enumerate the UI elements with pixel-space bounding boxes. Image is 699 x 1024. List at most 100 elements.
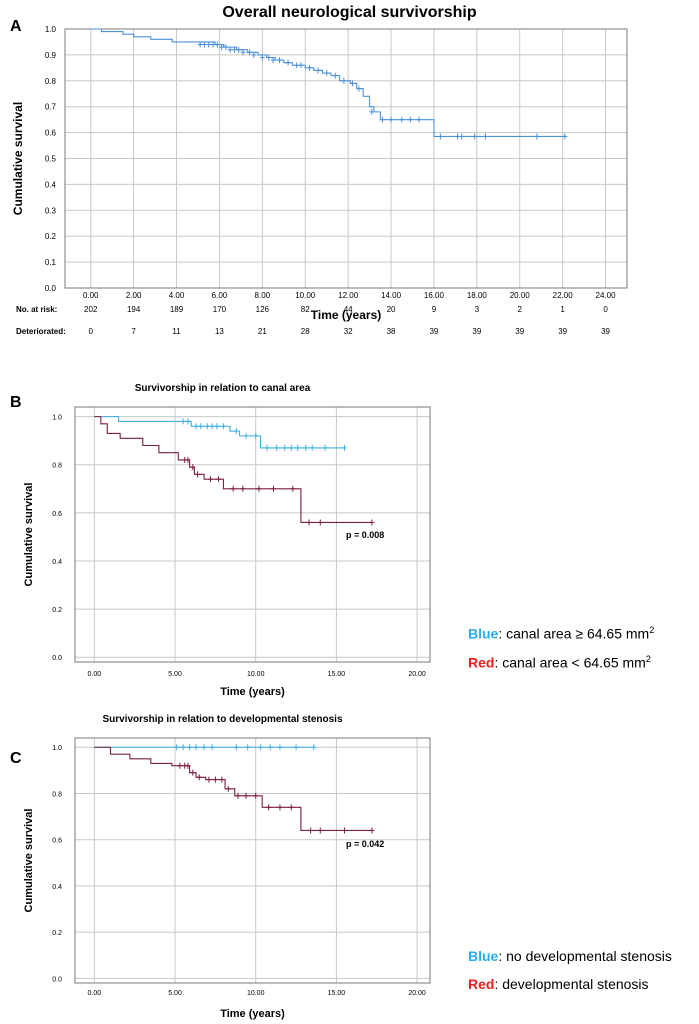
chart-c-ytick-label: 0.2 xyxy=(52,930,62,937)
chart-a-ytick-label: 0.6 xyxy=(45,129,57,138)
chart-c-series-0-censor-mark xyxy=(174,744,180,751)
chart-a-series-0-censor-mark xyxy=(437,133,443,140)
legend-b-red-sup: 2 xyxy=(645,654,651,664)
chart-c-ytick-label: 1.0 xyxy=(52,745,62,752)
chart-a-series-0-censor-mark xyxy=(210,41,216,48)
chart-b-series-0-censor-mark xyxy=(288,444,294,451)
chart-c-series-0-censor-mark xyxy=(201,744,207,751)
risk-at-risk-label: No. at risk: xyxy=(16,305,58,314)
chart-c-series-0-censor-mark xyxy=(209,744,215,751)
risk-row-at-risk: 202 194 189 170 126 82 44 20 9 3 2 1 0 xyxy=(0,305,699,317)
chart-a-xtick-label: 14.00 xyxy=(381,291,402,300)
legend-c-blue-text: : no developmental stenosis xyxy=(498,948,672,964)
risk-value-at-risk: 82 xyxy=(300,305,310,314)
risk-value-at-risk: 2 xyxy=(517,305,522,314)
chart-b-series-1-censor-mark xyxy=(208,476,214,483)
chart-a-series-0-censor-mark xyxy=(214,41,220,48)
legend-c-red-text: : developmental stenosis xyxy=(494,976,649,992)
chart-a-xtick-label: 18.00 xyxy=(467,291,488,300)
chart-a-series-0-censor-mark xyxy=(285,59,291,66)
chart-b-xtick-label: 20.00 xyxy=(408,671,426,678)
chart-b-series-1-censor-mark xyxy=(317,519,323,526)
chart-b-series-0-censor-mark xyxy=(233,428,239,435)
chart-a-series-0-censor-mark xyxy=(259,54,265,61)
risk-value-deteriorated: 13 xyxy=(214,327,224,336)
chart-b-xtick-label: 10.00 xyxy=(247,671,265,678)
risk-value-at-risk: 3 xyxy=(474,305,480,314)
chart-b-series-1-censor-mark xyxy=(185,456,191,463)
chart-a-series-0-censor-mark xyxy=(236,46,242,53)
risk-value-deteriorated: 7 xyxy=(131,327,136,336)
chart-b-series-0-censor-mark xyxy=(309,444,315,451)
chart-b-series-0-censor-mark xyxy=(243,432,249,439)
chart-b-series-1-censor-mark xyxy=(216,476,222,483)
chart-a-xtick-label: 8.00 xyxy=(255,291,271,300)
chart-a-series-0-censor-mark xyxy=(277,57,283,64)
chart-c-xlabel: Time (years) xyxy=(220,1008,285,1020)
chart-c-title: Survivorship in relation to developmenta… xyxy=(102,714,342,725)
risk-value-deteriorated: 39 xyxy=(429,327,439,336)
chart-b-series-1-censor-mark xyxy=(240,485,246,492)
chart-c-series-0-censor-mark xyxy=(193,744,199,751)
chart-c-series-1-censor-mark xyxy=(235,792,241,799)
chart-b-series-1-censor-mark xyxy=(256,485,262,492)
chart-c-series-1-line xyxy=(94,746,372,832)
chart-a-xtick-label: 16.00 xyxy=(424,291,445,300)
risk-row-deteriorated: 0 7 11 13 21 28 32 38 39 39 39 39 39 xyxy=(0,327,699,339)
risk-value-deteriorated: 39 xyxy=(515,327,525,336)
chart-c-xtick-label: 0.00 xyxy=(88,990,102,997)
chart-c-series-0-censor-mark xyxy=(245,744,251,751)
chart-a-ylabel: Cumulative survival xyxy=(11,102,25,215)
chart-b-series-0-censor-mark xyxy=(198,423,204,430)
chart-c-ylabel: Cumulative survival xyxy=(23,809,35,913)
chart-c-series-0-censor-mark xyxy=(293,744,299,751)
chart-c-ytick-label: 0.6 xyxy=(52,838,62,845)
chart-a-series-0-censor-mark xyxy=(332,72,338,79)
legend-b-red: Red: canal area < 64.65 mm2 xyxy=(468,654,651,671)
chart-c-ytick-label: 0.4 xyxy=(52,884,62,891)
panel-letter-c: C xyxy=(10,750,22,767)
chart-b-series-0-censor-mark xyxy=(209,423,215,430)
chart-b-series-0-censor-mark xyxy=(185,418,191,425)
chart-c-xtick-label: 10.00 xyxy=(247,990,265,997)
chart-a-series-0-censor-mark xyxy=(482,133,488,140)
chart-b-series-0-censor-mark xyxy=(341,444,347,451)
risk-value-at-risk: 0 xyxy=(603,305,608,314)
chart-b-series-1-censor-mark xyxy=(306,519,312,526)
chart-a-series-0-censor-mark xyxy=(416,116,422,123)
chart-a-series-0-censor-mark xyxy=(562,133,568,140)
chart-a-ytick-label: 0.8 xyxy=(45,77,57,86)
chart-a-ytick-label: 0.0 xyxy=(45,284,57,293)
chart-a-ytick-label: 1.0 xyxy=(45,25,57,34)
chart-b-series-0-censor-mark xyxy=(303,444,309,451)
chart-a-series-0-censor-mark xyxy=(307,64,313,71)
chart-c-series-1-censor-mark xyxy=(369,827,375,834)
chart-b-series-1-censor-mark xyxy=(230,485,236,492)
chart-a-xtick-label: 20.00 xyxy=(510,291,531,300)
chart-b-xlabel: Time (years) xyxy=(220,686,285,698)
chart-b-ytick-label: 0.0 xyxy=(52,655,62,662)
chart-b-series-0-line xyxy=(94,416,345,449)
chart-b-series-0-censor-mark xyxy=(282,444,288,451)
chart-a-series-0-censor-mark xyxy=(349,80,355,87)
chart-b-ytick-label: 0.8 xyxy=(52,463,62,470)
chart-a-series-0-censor-mark xyxy=(251,51,257,58)
legend-b-blue: Blue: canal area ≥ 64.65 mm2 xyxy=(468,625,654,642)
chart-a-xtick-label: 0.00 xyxy=(83,291,99,300)
chart-c-series-1-censor-mark xyxy=(308,827,314,834)
chart-a-series-0-censor-mark xyxy=(341,77,347,84)
chart-b-title: Survivorship in relation to canal area xyxy=(135,383,311,394)
chart-b-series-0-censor-mark xyxy=(214,423,220,430)
chart-a-series-0-censor-mark xyxy=(472,133,478,140)
chart-a-series-0-censor-mark xyxy=(231,46,237,53)
risk-value-deteriorated: 11 xyxy=(172,327,181,336)
legend-b-blue-key: Blue xyxy=(468,625,499,642)
risk-value-at-risk: 202 xyxy=(84,305,98,314)
chart-a-series-0-censor-mark xyxy=(206,41,212,48)
chart-a-series-0-censor-mark xyxy=(534,133,540,140)
legend-c-red: Red: developmental stenosis xyxy=(468,976,649,992)
chart-c: 0.00 5.00 10.00 15.00 20.00 0.0 0.2 0.4 0.6 0.8 1.… xyxy=(23,714,431,1020)
risk-value-at-risk: 170 xyxy=(212,305,227,314)
risk-deteriorated-label: Deteriorated: xyxy=(16,327,66,336)
chart-b-series-1-censor-mark xyxy=(290,485,296,492)
